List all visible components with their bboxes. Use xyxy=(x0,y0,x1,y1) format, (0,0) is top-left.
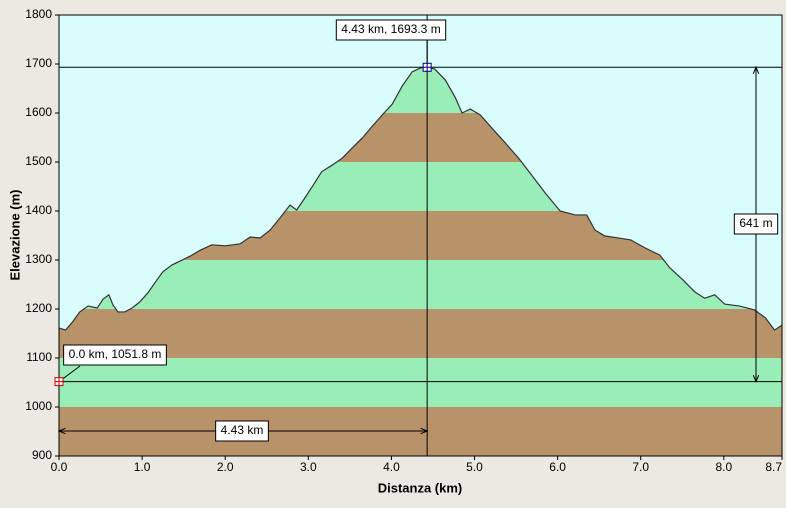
x-axis-label: Distanza (km) xyxy=(378,480,463,495)
y-tick-label: 1700 xyxy=(25,56,52,70)
rise-label: 641 m xyxy=(739,216,772,230)
distance-label-box xyxy=(215,420,269,442)
rise-arrow-head xyxy=(752,65,760,74)
x-tick-label: 1.0 xyxy=(134,460,151,474)
marker-cross xyxy=(423,63,432,72)
y-tick-label: 900 xyxy=(32,448,52,462)
x-tick-label: 6.0 xyxy=(549,460,566,474)
y-tick-label: 1400 xyxy=(25,203,52,217)
y-tick-label: 1100 xyxy=(26,350,52,364)
elevation-band xyxy=(59,260,782,309)
distance-label: 4.43 km xyxy=(221,423,264,437)
y-tick-label: 1600 xyxy=(25,105,52,119)
marker-label: 0.0 km, 1051.8 m xyxy=(69,347,162,361)
y-tick-label: 1200 xyxy=(25,301,52,315)
y-tick-label: 1000 xyxy=(25,399,52,413)
x-tick-label: 0.0 xyxy=(51,460,68,474)
marker-label: 4.43 km, 1693.3 m xyxy=(341,22,440,36)
marker-cross xyxy=(55,377,63,386)
marker-label-box xyxy=(335,19,447,41)
marker-label-box xyxy=(63,344,167,366)
x-tick-label: 8.0 xyxy=(715,460,732,474)
rise-arrow-head xyxy=(752,374,760,383)
x-tick-label: 2.0 xyxy=(217,460,234,474)
elevation-band xyxy=(59,309,782,358)
x-tick-label: 4.0 xyxy=(383,460,400,474)
y-axis-label: Elevazione (m) xyxy=(7,189,22,280)
plot-frame xyxy=(58,14,783,457)
distance-arrow-head xyxy=(420,427,429,435)
profile-line xyxy=(58,66,783,331)
distance-arrow-head xyxy=(57,427,66,435)
elevation-band xyxy=(59,358,782,407)
x-tick-label: 3.0 xyxy=(300,460,317,474)
y-tick-label: 1800 xyxy=(25,7,52,21)
x-tick-label: 5.0 xyxy=(466,460,483,474)
x-tick-label: 7.0 xyxy=(632,460,649,474)
y-tick-label: 1500 xyxy=(25,154,52,168)
rise-label-box xyxy=(733,213,779,235)
y-tick-label: 1300 xyxy=(25,252,52,266)
x-tick-label: 8.7 xyxy=(765,460,782,474)
